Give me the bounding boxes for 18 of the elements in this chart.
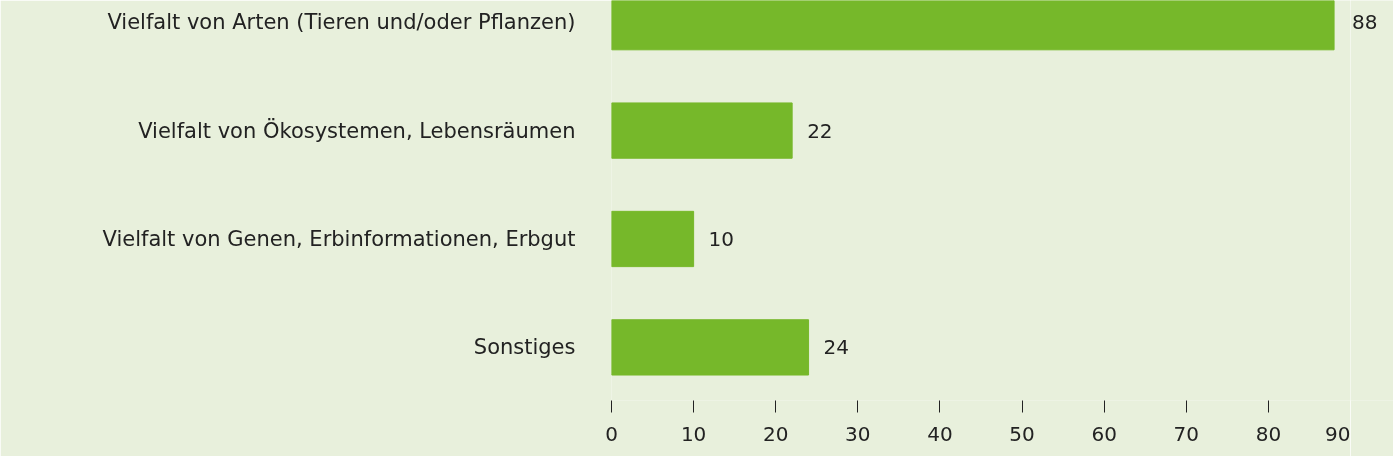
y-tick-label: Sonstiges — [473, 335, 576, 360]
x-tick-label: 70 — [1173, 421, 1200, 446]
x-tick-label: 90 — [1325, 421, 1351, 446]
x-tick-label: 10 — [680, 421, 707, 446]
y-tick-label: Vielfalt von Arten (Tieren und/oder Pflanzen) — [107, 10, 576, 35]
data-label: 24 — [823, 335, 850, 360]
data-label: 10 — [708, 226, 735, 251]
x-tick-label: 30 — [845, 421, 871, 446]
x-tick-label: 80 — [1255, 421, 1282, 446]
x-tick-label: 40 — [927, 421, 953, 446]
data-label: 88 — [1352, 10, 1378, 35]
x-tick-label: 0 — [605, 421, 618, 446]
x-tick-label: 60 — [1091, 421, 1117, 446]
x-tick-label: 20 — [763, 421, 789, 446]
x-tick-label: 50 — [1009, 421, 1035, 446]
y-tick-label: Vielfalt von Ökosystemen, Lebensräumen — [138, 117, 576, 143]
y-tick-label: Vielfalt von Genen, Erbinformationen, Erbgut — [102, 226, 576, 251]
data-label: 22 — [807, 118, 833, 143]
